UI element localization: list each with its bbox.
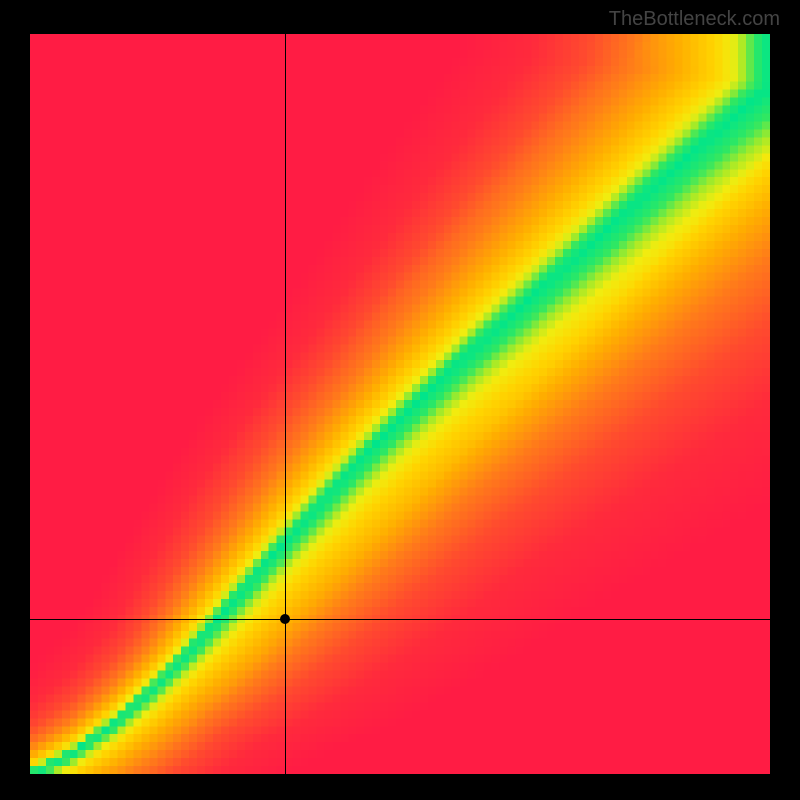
chart-container [0,0,800,800]
crosshair-vertical [285,34,286,774]
plot-area [30,34,770,774]
watermark-text: TheBottleneck.com [609,8,780,31]
crosshair-horizontal [30,619,770,620]
data-point-marker [280,614,290,624]
heatmap-canvas [30,34,770,774]
